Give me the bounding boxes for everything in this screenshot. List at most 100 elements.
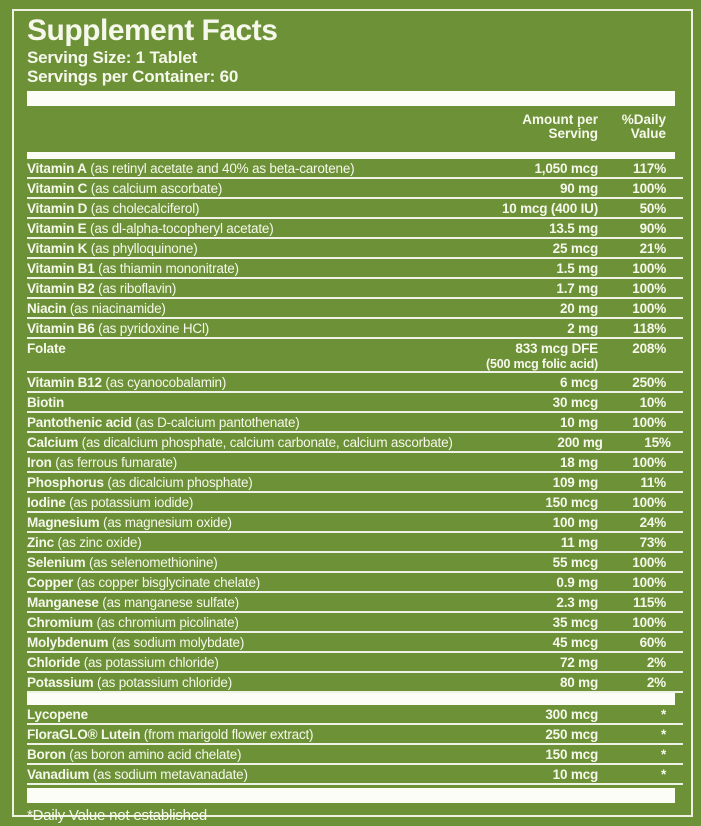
amount-value: 100 mg — [552, 515, 599, 530]
daily-value-percent: 24% — [639, 515, 667, 530]
nutrient-source-detail: (as calcium ascorbate) — [87, 181, 223, 196]
nutrient-row: Vitamin B1 (as thiamin mononitrate) 1.5 m… — [27, 259, 683, 279]
amount-value: 35 mcg — [552, 615, 599, 630]
nutrient-name: Vitamin A — [27, 161, 87, 176]
daily-value-percent: 100% — [632, 261, 666, 276]
nutrient-label: Niacin (as niacinamide) — [27, 301, 448, 317]
nutrient-source-detail: (as potassium chloride) — [80, 655, 219, 670]
daily-value-percent: 50% — [639, 201, 667, 216]
nutrient-name: Vitamin D — [27, 201, 88, 216]
nutrient-name: Potassium — [27, 675, 94, 690]
daily-value-percent: 2% — [646, 675, 666, 690]
daily-value-percent: 11% — [640, 475, 666, 490]
daily-value-percent: 73% — [639, 535, 667, 550]
nutrient-row: Zinc (as zinc oxide) 11 mg 73% — [27, 533, 683, 553]
nutrient-label: Vitamin D (as cholecalciferol) — [27, 201, 448, 217]
daily-value-percent: * — [660, 767, 666, 782]
amount-value: 90 mg — [559, 181, 598, 196]
amount-value: 10 mcg — [552, 767, 599, 782]
nutrient-name: Niacin — [27, 301, 67, 316]
nutrient-row: FloraGLO® Lutein (from marigold flower e… — [27, 725, 683, 745]
amount-value: 10 mg — [559, 415, 598, 430]
nutrient-source-detail: (as riboflavin) — [94, 281, 177, 296]
nutrient-row: Potassium (as potassium chloride) 80 mg 2% — [27, 673, 683, 693]
daily-value-percent: 118% — [633, 321, 666, 336]
daily-value-percent: 15% — [644, 435, 671, 450]
daily-value-percent: * — [660, 707, 666, 722]
section-separator-bar — [27, 693, 675, 705]
daily-value-percent: 100% — [632, 181, 666, 196]
nutrient-name: Calcium — [27, 435, 79, 450]
nutrient-label: Manganese (as manganese sulfate) — [27, 595, 448, 611]
amount-note: (500 mcg folic acid) — [485, 357, 598, 371]
amount-value: 80 mg — [559, 675, 598, 690]
nutrient-label: Phosphorus (as dicalcium phosphate) — [27, 475, 448, 491]
daily-value-percent: * — [660, 747, 666, 762]
nutrient-source-detail: (from marigold flower extract) — [140, 727, 314, 742]
daily-value-percent: 115% — [633, 595, 666, 610]
nutrient-source-detail: (as boron amino acid chelate) — [65, 747, 242, 762]
nutrient-name: Vitamin B6 — [27, 321, 95, 336]
nutrient-row: Pantothenic acid (as D-calcium pantothen… — [27, 413, 683, 433]
nutrient-source-detail: (as manganese sulfate) — [98, 595, 239, 610]
nutrient-source-detail: (as potassium iodide) — [65, 495, 194, 510]
column-headers: Amount per Serving %Daily Value — [27, 106, 683, 148]
column-header-daily-value: %Daily Value — [621, 112, 666, 141]
nutrient-row: Biotin 30 mcg 10% — [27, 393, 683, 413]
daily-value-percent: 2% — [646, 655, 666, 670]
nutrient-source-detail: (as dicalcium phosphate, calcium carbona… — [78, 435, 453, 450]
nutrient-name: Manganese — [27, 595, 99, 610]
nutrient-label: Magnesium (as magnesium oxide) — [27, 515, 448, 531]
nutrient-row: Manganese (as manganese sulfate) 2.3 mg 11… — [27, 593, 683, 613]
daily-value-percent: 100% — [632, 555, 666, 570]
nutrient-name: Vitamin B12 — [27, 375, 102, 390]
amount-value: 200 mg — [557, 435, 603, 450]
nutrient-source-detail: (as phylloquinone) — [87, 241, 198, 256]
nutrient-name: Molybdenum — [27, 635, 109, 650]
nutrient-row: Magnesium (as magnesium oxide) 100 mg 24% — [27, 513, 683, 533]
nutrient-label: Vitamin A (as retinyl acetate and 40% as… — [27, 161, 448, 177]
nutrient-label: Chloride (as potassium chloride) — [27, 655, 448, 671]
nutrient-row: Vitamin B2 (as riboflavin) 1.7 mg 100% — [27, 279, 683, 299]
nutrient-source-detail: (as niacinamide) — [66, 301, 166, 316]
amount-value: 6 mcg — [559, 375, 598, 390]
amount-value: 72 mg — [559, 655, 598, 670]
amount-value: 2 mg — [567, 321, 598, 336]
amount-value: 0.9 mg — [556, 575, 598, 590]
nutrient-label: Iodine (as potassium iodide) — [27, 495, 448, 511]
daily-value-percent: 100% — [632, 415, 666, 430]
nutrient-name: FloraGLO® Lutein — [27, 727, 141, 742]
amount-value: 11 mg — [560, 535, 598, 550]
column-header-amount: Amount per Serving — [522, 112, 598, 141]
nutrient-name: Chloride — [27, 655, 81, 670]
nutrient-label: Boron (as boron amino acid chelate) — [27, 747, 448, 763]
amount-value: 1,050 mcg — [534, 161, 599, 176]
daily-value-percent: 21% — [639, 241, 667, 256]
nutrient-source-detail: (as copper bisglycinate chelate) — [73, 575, 261, 590]
daily-value-percent: 117% — [633, 161, 666, 176]
nutrient-name: Vitamin E — [27, 221, 87, 236]
nutrient-source-detail: (as magnesium oxide) — [99, 515, 232, 530]
daily-value-percent: * — [660, 727, 666, 742]
nutrient-row: Vanadium (as sodium metavanadate) 10 mcg * — [27, 765, 683, 785]
nutrient-row: Iron (as ferrous fumarate) 18 mg 100% — [27, 453, 683, 473]
nutrient-name: Vitamin C — [27, 181, 88, 196]
nutrient-source-detail: (as dl-alpha-tocopheryl acetate) — [86, 221, 274, 236]
nutrient-name: Magnesium — [27, 515, 100, 530]
nutrient-label: Vitamin E (as dl-alpha-tocopheryl acetat… — [27, 221, 448, 237]
nutrient-row: Vitamin B6 (as pyridoxine HCl) 2 mg 118% — [27, 319, 683, 339]
nutrient-row: Folate 833 mcg DFE (500 mcg folic acid) 208… — [27, 339, 683, 373]
nutrient-row: Calcium (as dicalcium phosphate, calcium… — [27, 433, 683, 453]
daily-value-percent: 208% — [632, 341, 666, 356]
amount-value: 2.3 mg — [556, 595, 598, 610]
amount-value: 1.7 mg — [556, 281, 598, 296]
nutrient-label: Lycopene — [27, 707, 448, 723]
nutrient-source-detail: (as pyridoxine HCl) — [94, 321, 210, 336]
nutrient-label: Calcium (as dicalcium phosphate, calcium… — [27, 435, 453, 451]
nutrient-source-detail: (as D-calcium pantothenate) — [131, 415, 300, 430]
nutrient-row: Vitamin C (as calcium ascorbate) 90 mg 100… — [27, 179, 683, 199]
nutrient-name: Vitamin K — [27, 241, 88, 256]
amount-value: 25 mcg — [552, 241, 599, 256]
nutrient-source-detail: (as selenomethionine) — [85, 555, 218, 570]
nutrient-row: Lycopene 300 mcg * — [27, 705, 683, 725]
